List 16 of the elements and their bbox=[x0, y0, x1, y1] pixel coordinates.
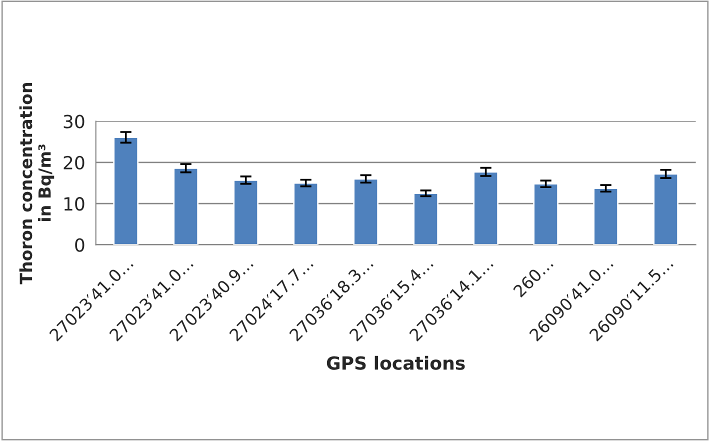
bar bbox=[593, 188, 618, 245]
bar bbox=[353, 178, 379, 245]
y-tick-label: 0 bbox=[75, 238, 84, 252]
y-axis-title: Thoron concentration in Bq/m³ bbox=[19, 82, 54, 284]
bar bbox=[173, 168, 199, 245]
y-tick-label: 30 bbox=[64, 114, 84, 128]
bar bbox=[473, 171, 499, 245]
bar bbox=[113, 136, 139, 245]
bar bbox=[233, 179, 259, 245]
x-axis-title: GPS locations bbox=[326, 356, 465, 370]
bar bbox=[533, 183, 559, 245]
bar bbox=[413, 192, 439, 245]
y-tick-label: 20 bbox=[64, 156, 84, 170]
y-tick-label: 10 bbox=[64, 197, 84, 211]
bar bbox=[293, 182, 319, 245]
bar bbox=[653, 173, 678, 245]
